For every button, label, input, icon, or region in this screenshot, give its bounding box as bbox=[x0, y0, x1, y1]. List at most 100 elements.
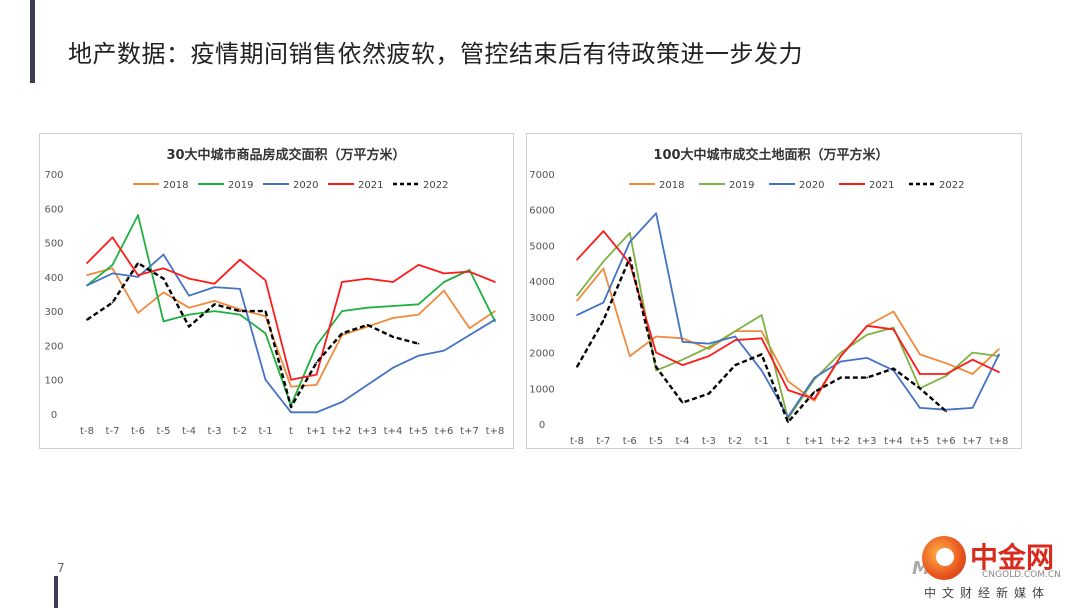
data-point-2018 bbox=[443, 289, 445, 292]
data-point-2020 bbox=[866, 357, 868, 359]
x-tick-label: t+1 bbox=[805, 436, 824, 447]
data-point-2019 bbox=[111, 264, 114, 266]
chart-title: 100大中城市成交土地面积（万平方米） bbox=[653, 147, 888, 163]
legend-label-2021: 2021 bbox=[869, 180, 894, 191]
data-point-2018 bbox=[602, 267, 605, 270]
data-point-2021 bbox=[708, 355, 710, 357]
data-point-2021 bbox=[602, 230, 605, 232]
data-point-2019 bbox=[366, 306, 369, 309]
legend-label-2022: 2022 bbox=[939, 180, 964, 191]
y-tick-label: 500 bbox=[44, 239, 63, 250]
data-point-2020 bbox=[681, 341, 684, 343]
x-tick-label: t-4 bbox=[182, 426, 196, 437]
data-point-2018 bbox=[655, 335, 657, 338]
data-point-2018 bbox=[417, 313, 420, 316]
data-point-2020 bbox=[162, 253, 165, 256]
data-point-2020 bbox=[628, 241, 631, 243]
data-point-2021 bbox=[945, 373, 948, 375]
data-point-2020 bbox=[760, 369, 763, 372]
data-point-2020 bbox=[213, 286, 216, 288]
x-tick-label: t-5 bbox=[649, 436, 663, 447]
legend-label-2020: 2020 bbox=[799, 180, 824, 191]
y-tick-label: 400 bbox=[44, 273, 63, 284]
data-point-2019 bbox=[213, 310, 216, 312]
y-tick-label: 3000 bbox=[529, 313, 554, 324]
y-tick-label: 600 bbox=[44, 204, 63, 215]
data-point-2022 bbox=[264, 310, 267, 312]
legend-label-2019: 2019 bbox=[228, 180, 253, 191]
x-tick-label: t+2 bbox=[333, 426, 352, 437]
data-point-2019 bbox=[137, 214, 139, 216]
x-tick-label: t bbox=[786, 436, 790, 447]
data-point-2019 bbox=[443, 281, 445, 283]
data-point-2018 bbox=[213, 300, 216, 302]
data-point-2021 bbox=[866, 324, 868, 327]
x-tick-label: t+7 bbox=[460, 426, 479, 437]
data-point-2019 bbox=[655, 369, 657, 372]
data-point-2019 bbox=[734, 330, 737, 332]
data-point-2022 bbox=[162, 277, 165, 280]
data-point-2022 bbox=[188, 325, 190, 328]
y-tick-label: 200 bbox=[44, 341, 63, 352]
chart-panel-sales-area: 30大中城市商品房成交面积（万平方米） 0 100 200 300 400 500 600 70… bbox=[39, 133, 514, 449]
data-point-2020 bbox=[468, 334, 471, 336]
data-point-2019 bbox=[341, 310, 343, 312]
data-point-2020 bbox=[602, 301, 605, 304]
chart-sales-area: 30大中城市商品房成交面积（万平方米） 0 100 200 300 400 500 600 70… bbox=[44, 147, 504, 437]
x-tick-label: t bbox=[289, 426, 293, 437]
data-point-2021 bbox=[137, 274, 139, 276]
data-point-2022 bbox=[787, 421, 789, 424]
data-point-2019 bbox=[417, 303, 420, 306]
x-tick-label: t-1 bbox=[259, 426, 273, 437]
data-point-2020 bbox=[86, 284, 88, 287]
x-tick-label: t+3 bbox=[858, 436, 877, 447]
data-point-2021 bbox=[839, 355, 842, 357]
data-point-2018 bbox=[576, 299, 578, 302]
logo-url: CNGOLD.COM.CN bbox=[982, 570, 1061, 580]
data-point-2020 bbox=[417, 354, 420, 357]
y-tick-label: 0 bbox=[539, 420, 545, 431]
data-point-2021 bbox=[290, 378, 292, 381]
data-point-2019 bbox=[945, 374, 948, 377]
x-tick-label: t+4 bbox=[884, 436, 903, 447]
legend-label-2019: 2019 bbox=[729, 180, 754, 191]
x-tick-label: t-1 bbox=[755, 436, 769, 447]
data-point-2021 bbox=[998, 371, 1000, 374]
legend-label-2022: 2022 bbox=[423, 180, 448, 191]
data-point-2019 bbox=[760, 314, 763, 316]
data-point-2020 bbox=[708, 342, 710, 345]
data-point-2020 bbox=[576, 314, 578, 316]
data-point-2021 bbox=[734, 339, 737, 341]
data-point-2021 bbox=[468, 270, 471, 273]
series-line-2018 bbox=[86, 267, 496, 388]
data-point-2018 bbox=[760, 330, 763, 332]
data-point-2020 bbox=[443, 349, 445, 352]
x-tick-label: t-5 bbox=[157, 426, 171, 437]
title-accent-bar bbox=[30, 0, 35, 83]
data-point-2020 bbox=[111, 272, 114, 275]
data-point-2020 bbox=[813, 376, 816, 379]
x-tick-label: t-6 bbox=[131, 426, 145, 437]
data-point-2020 bbox=[919, 407, 921, 409]
data-point-2021 bbox=[315, 373, 318, 376]
data-point-2019 bbox=[239, 313, 241, 316]
data-point-2021 bbox=[162, 267, 165, 270]
data-point-2019 bbox=[494, 320, 496, 323]
data-point-2021 bbox=[760, 337, 763, 340]
data-point-2019 bbox=[866, 333, 868, 336]
page-number: 7 bbox=[57, 561, 65, 575]
data-point-2020 bbox=[341, 401, 343, 403]
data-point-2018 bbox=[813, 399, 816, 402]
x-tick-label: t+7 bbox=[963, 436, 982, 447]
data-point-2019 bbox=[839, 351, 842, 354]
data-point-2021 bbox=[787, 389, 789, 391]
x-tick-label: t+8 bbox=[990, 436, 1009, 447]
x-tick-label: t-8 bbox=[570, 436, 584, 447]
x-tick-label: t+6 bbox=[435, 426, 454, 437]
x-tick-label: t+6 bbox=[937, 436, 956, 447]
data-point-2022 bbox=[839, 376, 842, 379]
data-point-2022 bbox=[866, 376, 868, 379]
y-tick-label: 5000 bbox=[529, 241, 554, 252]
data-point-2022 bbox=[366, 324, 369, 326]
x-tick-label: t-3 bbox=[208, 426, 222, 437]
